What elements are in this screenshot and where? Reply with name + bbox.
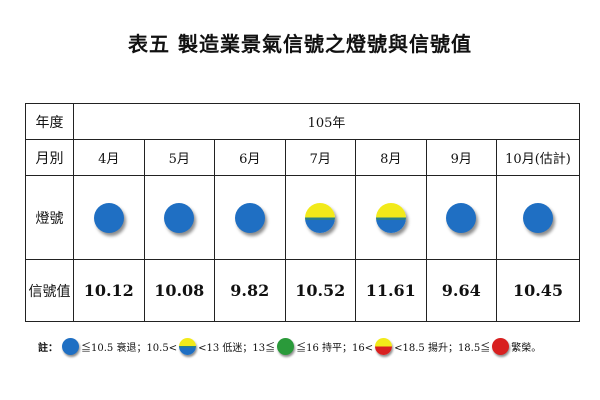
yellow-red-light-icon — [375, 338, 393, 355]
blue-light-icon — [523, 202, 553, 233]
light-cell — [496, 175, 580, 260]
month-cell: 4月 — [73, 139, 145, 176]
signal-value: 10.45 — [496, 259, 580, 322]
month-cell: 5月 — [143, 139, 215, 176]
month-cell: 10月(估計) — [496, 139, 580, 176]
legend-text: ≦16 持平；16< — [296, 343, 374, 354]
light-cell — [284, 175, 356, 260]
red-light-icon — [492, 338, 510, 355]
signal-value: 11.61 — [355, 259, 427, 322]
month-cell: 6月 — [214, 139, 286, 176]
legend-text: <13 低迷；13≦ — [198, 343, 276, 354]
page-title: 表五 製造業景氣信號之燈號與信號值 — [128, 32, 472, 56]
month-cell: 8月 — [355, 139, 427, 176]
month-header: 月別 — [25, 139, 74, 176]
yellow-blue-light-icon — [305, 202, 336, 233]
light-cell — [143, 175, 215, 260]
legend-text: 繁榮。 — [511, 343, 542, 354]
light-header: 燈號 — [25, 175, 74, 260]
signal-value: 10.12 — [73, 259, 145, 322]
light-cell — [73, 175, 145, 260]
yellow-blue-light-icon — [375, 202, 406, 233]
blue-light-icon — [234, 202, 265, 233]
year-cell: 105年 — [73, 103, 580, 140]
yellow-blue-light-icon — [179, 338, 197, 355]
legend-text: ≦10.5 衰退；10.5< — [81, 343, 178, 354]
signal-value: 9.82 — [214, 259, 286, 322]
month-cell: 9月 — [425, 139, 497, 176]
legend: 註： ≦10.5 衰退；10.5< <13 低迷；13≦ ≦16 持平；16< … — [38, 338, 594, 355]
green-light-icon — [277, 338, 295, 355]
light-cell — [425, 175, 497, 260]
blue-light-icon — [62, 338, 79, 355]
legend-prefix: 註： — [38, 343, 58, 354]
value-header: 信號值 — [25, 259, 74, 322]
signal-value: 10.52 — [284, 259, 356, 322]
signal-table: 年度 105年 月別 4月 5月 6月 7月 8月 9月 10月(估計) 燈號 … — [25, 103, 580, 322]
month-cell: 7月 — [284, 139, 356, 176]
year-header: 年度 — [25, 103, 74, 140]
light-cell — [355, 175, 427, 260]
signal-value: 9.64 — [425, 259, 497, 322]
signal-value: 10.08 — [143, 259, 215, 322]
blue-light-icon — [446, 202, 477, 233]
light-cell — [214, 175, 286, 260]
blue-light-icon — [164, 202, 195, 233]
legend-text: <18.5 揚升；18.5≦ — [394, 343, 491, 354]
blue-light-icon — [93, 202, 124, 233]
